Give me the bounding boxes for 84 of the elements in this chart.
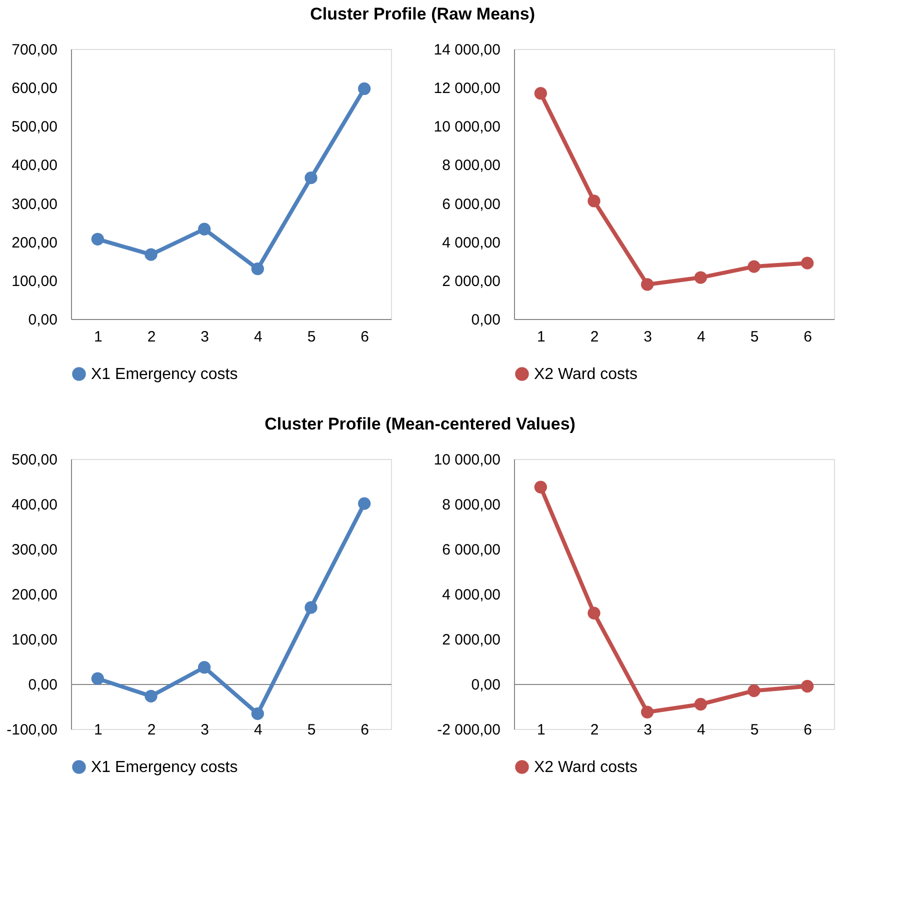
point (91, 232, 104, 246)
y-tick-label: 0,00 (28, 312, 58, 328)
x-tick-label: 6 (804, 722, 812, 738)
x-tick-label: 5 (307, 722, 316, 738)
legend-label: X2 Ward costs (534, 759, 638, 776)
y-tick-label: 10 000,00 (434, 118, 500, 136)
point (251, 262, 264, 276)
y-tick-label: 100,00 (12, 632, 58, 648)
x-tick-label: 6 (804, 328, 812, 346)
y-tick-label: 200,00 (12, 234, 58, 252)
x-tick-label: 3 (644, 722, 652, 738)
point (534, 480, 547, 494)
point (588, 194, 600, 208)
x-tick-label: 2 (590, 328, 599, 346)
x-tick-label: 6 (360, 722, 370, 738)
x-tick-label: 5 (307, 328, 316, 346)
y-tick-label: 4 000,00 (442, 234, 500, 252)
x-tick-label: 3 (200, 722, 210, 738)
y-tick-label: 500,00 (12, 452, 58, 468)
x-tick-label: 5 (750, 722, 759, 738)
y-tick-label: 6 000,00 (442, 542, 500, 558)
x-tick-label: 2 (590, 722, 599, 738)
point (748, 684, 760, 698)
x-tick-label: 4 (696, 328, 706, 346)
chart-title: Cluster Profile (Mean-centered Values) (264, 414, 576, 434)
point (144, 248, 158, 261)
y-tick-label: -100,00 (6, 722, 58, 738)
point (358, 82, 371, 96)
point (251, 707, 264, 720)
legend-label: X1 Emergency costs (91, 759, 238, 776)
y-tick-label: 100,00 (12, 272, 58, 290)
y-tick-label: 300,00 (12, 542, 58, 558)
point (304, 172, 318, 184)
y-tick-label: 200,00 (12, 586, 58, 604)
y-tick-label: 400,00 (12, 496, 58, 514)
y-tick-label: 8 000,00 (442, 157, 500, 174)
y-tick-label: 14 000,00 (434, 42, 500, 58)
x-tick-label: 1 (94, 328, 102, 346)
point (534, 87, 547, 100)
x-tick-label: 2 (147, 328, 156, 346)
y-tick-label: 2 000,00 (442, 632, 500, 648)
y-tick-label: 2 000,00 (442, 272, 500, 290)
point (198, 222, 211, 236)
point (694, 271, 707, 284)
y-tick-label: 12 000,00 (434, 80, 500, 98)
y-tick-label: 500,00 (12, 118, 58, 136)
point (304, 601, 318, 614)
legend-label: X1 Emergency costs (91, 366, 238, 383)
x-tick-label: 1 (536, 722, 546, 738)
x-tick-label: 4 (254, 722, 262, 738)
y-tick-label: 0,00 (471, 312, 500, 328)
point (144, 690, 158, 702)
point (641, 278, 654, 291)
y-tick-label: 6 000,00 (442, 196, 500, 213)
x-tick-label: 4 (254, 328, 262, 346)
point (358, 497, 371, 510)
y-tick-label: -2 000,00 (437, 722, 500, 738)
legend-label: X2 Ward costs (534, 366, 638, 383)
point (694, 698, 707, 711)
point (198, 661, 211, 674)
y-tick-label: 4 000,00 (442, 586, 500, 604)
y-tick-label: 0,00 (28, 676, 58, 694)
x-tick-label: 4 (696, 722, 706, 738)
x-tick-label: 6 (360, 328, 370, 346)
y-tick-label: 400,00 (12, 157, 58, 174)
x-tick-label: 1 (94, 722, 102, 738)
x-tick-label: 2 (147, 722, 156, 738)
point (91, 672, 104, 685)
y-tick-label: 300,00 (12, 196, 58, 213)
point (588, 606, 600, 620)
chart-title: Cluster Profile (Raw Means) (310, 4, 535, 24)
y-tick-label: 8 000,00 (442, 496, 500, 514)
x-tick-label: 1 (536, 328, 546, 346)
x-tick-label: 3 (200, 328, 210, 346)
point (748, 260, 760, 273)
x-tick-label: 5 (750, 328, 759, 346)
y-tick-label: 10 000,00 (434, 452, 500, 468)
y-tick-label: 0,00 (471, 676, 500, 694)
point (801, 680, 814, 693)
y-tick-label: 700,00 (12, 42, 58, 58)
point (641, 706, 654, 718)
point (801, 256, 814, 270)
y-tick-label: 600,00 (12, 80, 58, 98)
x-tick-label: 3 (644, 328, 652, 346)
